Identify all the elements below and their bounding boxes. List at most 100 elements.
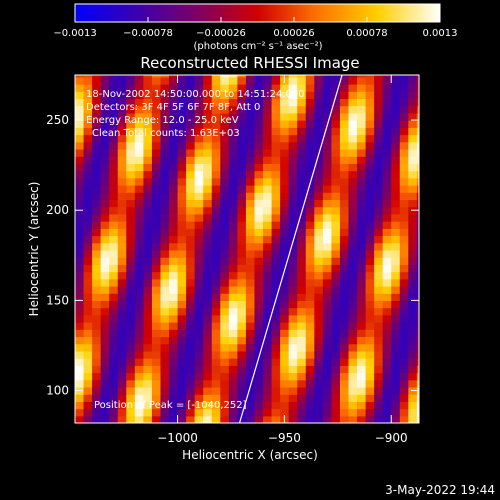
heatmap-cell [365, 105, 375, 114]
heatmap-cell [357, 343, 367, 352]
heatmap-cell [391, 120, 401, 128]
heatmap-cell [254, 264, 264, 273]
heatmap-cell [399, 98, 409, 107]
heatmap-cell [228, 242, 238, 251]
heatmap-cell [254, 156, 264, 164]
heatmap-cell [211, 372, 221, 381]
heatmap-cell [263, 235, 273, 244]
heatmap-cell [203, 98, 213, 107]
heatmap-cell [151, 177, 162, 186]
heatmap-cell [220, 134, 230, 143]
heatmap-cell [365, 127, 375, 136]
heatmap-cell [391, 343, 401, 352]
heatmap-cell [374, 192, 384, 201]
heatmap-cell [374, 264, 384, 273]
heatmap-cell [220, 228, 230, 237]
heatmap-cell [408, 199, 418, 208]
heatmap-cell [305, 300, 315, 309]
heatmap-cell [177, 170, 187, 179]
heatmap-cell [348, 141, 358, 150]
heatmap-cell [331, 264, 341, 273]
heatmap-cell [254, 228, 264, 237]
heatmap-cell [237, 386, 247, 395]
heatmap-cell [237, 336, 247, 345]
heatmap-cell [220, 415, 230, 423]
heatmap-cell [169, 336, 179, 345]
heatmap-cell [220, 401, 230, 410]
heatmap-cell [322, 199, 332, 208]
heatmap-cell [254, 163, 264, 172]
heatmap-cell [382, 358, 392, 366]
heatmap-cell [109, 98, 119, 107]
heatmap-cell [357, 257, 367, 265]
heatmap-cell [228, 343, 238, 352]
heatmap-cell [416, 307, 419, 316]
heatmap-cell [391, 228, 401, 237]
heatmap-cell [160, 372, 170, 381]
heatmap-cell [169, 293, 179, 301]
heatmap-cell [382, 163, 392, 172]
heatmap-cell [399, 112, 409, 121]
colorbar [74, 3, 441, 23]
heatmap-cell [109, 358, 119, 366]
heatmap-cell [100, 163, 110, 172]
heatmap-cell [339, 206, 350, 215]
heatmap-cell [211, 329, 221, 338]
heatmap-cell [305, 271, 315, 280]
heatmap-cell [186, 401, 196, 410]
heatmap-cell [408, 112, 418, 121]
heatmap-cell [203, 300, 213, 309]
heatmap-cell [237, 192, 247, 201]
heatmap-cell [83, 408, 93, 417]
heatmap-cell [143, 408, 153, 417]
heatmap-cell [228, 177, 238, 186]
heatmap-cell [263, 156, 273, 164]
heatmap-cell [339, 242, 350, 251]
heatmap-cell [83, 285, 93, 294]
heatmap-cell [220, 350, 230, 359]
heatmap-cell [245, 257, 256, 265]
heatmap-cell [203, 127, 213, 136]
heatmap-cell [245, 314, 256, 323]
heatmap-cell [134, 314, 144, 323]
heatmap-cell [177, 199, 187, 208]
heatmap-cell [126, 300, 136, 309]
heatmap-cell [169, 235, 179, 244]
heatmap-cell [169, 264, 179, 273]
heatmap-cell [314, 314, 324, 323]
heatmap-cell [374, 134, 384, 143]
heatmap-cell [288, 206, 298, 215]
heatmap-cell [75, 307, 85, 316]
heatmap-cell [169, 177, 179, 186]
heatmap-cell [186, 213, 196, 222]
heatmap-cell [314, 163, 324, 172]
heatmap-cell [160, 336, 170, 345]
heatmap-cell [331, 206, 341, 215]
heatmap-cell [322, 163, 332, 172]
heatmap-cell [339, 257, 350, 265]
heatmap-cell [297, 177, 307, 186]
heatmap-cell [75, 329, 85, 338]
heatmap-cell [416, 242, 419, 251]
heatmap-cell [314, 322, 324, 330]
heatmap-cell [297, 415, 307, 423]
heatmap-cell [194, 394, 204, 402]
heatmap-cell [408, 235, 418, 244]
heatmap-cell [143, 75, 153, 78]
heatmap-cell [391, 206, 401, 215]
heatmap-cell [117, 76, 127, 85]
colorbar-tick-label: 0.00026 [273, 28, 314, 39]
heatmap-cell [83, 192, 93, 201]
heatmap-cell [100, 372, 110, 381]
heatmap-cell [203, 75, 213, 78]
heatmap-cell [186, 91, 196, 100]
heatmap-cell [211, 293, 221, 301]
heatmap-cell [92, 249, 102, 258]
heatmap-cell [297, 293, 307, 301]
heatmap-cell [374, 336, 384, 345]
heatmap-cell [297, 235, 307, 244]
heatmap-cell [134, 163, 144, 172]
heatmap-cell [382, 228, 392, 237]
heatmap-cell [186, 112, 196, 121]
heatmap-cell [117, 112, 127, 121]
